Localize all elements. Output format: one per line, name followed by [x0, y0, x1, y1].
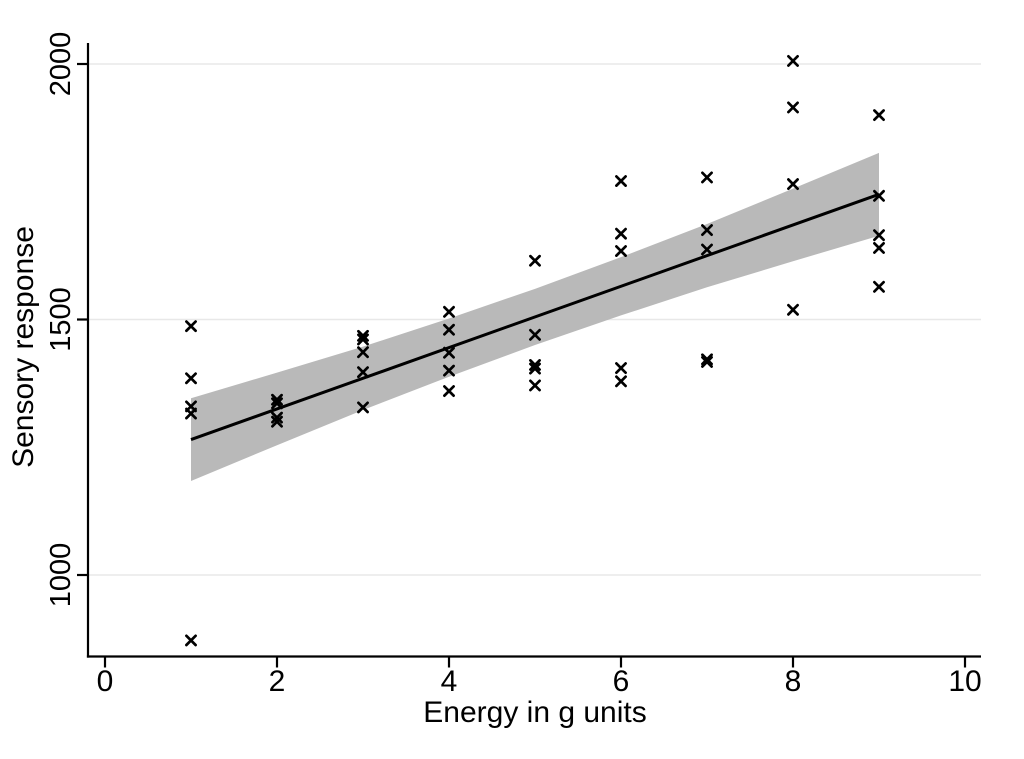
data-point-x1 [185, 407, 197, 420]
data-point-x6 [615, 227, 627, 240]
data-point-x4 [443, 305, 455, 318]
x-tick-label: 4 [441, 665, 458, 698]
y-axis-title: Sensory response [7, 226, 40, 468]
data-point-x1 [185, 372, 197, 385]
fit-line [190, 192, 880, 441]
x-tick-label: 0 [97, 665, 114, 698]
data-point-x7 [701, 171, 713, 184]
data-point-x8 [787, 101, 799, 114]
fit-line-layer [190, 192, 880, 441]
data-point-x3 [357, 333, 369, 346]
y-tick-label: 1500 [45, 287, 77, 352]
x-tick-label: 2 [269, 665, 286, 698]
data-point-x2 [271, 415, 283, 428]
data-point-x7 [701, 353, 713, 366]
data-point-x9 [873, 109, 885, 122]
data-point-x2 [271, 393, 283, 406]
data-point-x8 [787, 178, 799, 191]
data-point-x7 [701, 355, 713, 368]
data-point-x9 [873, 229, 885, 242]
data-point-x2 [271, 411, 283, 424]
data-point-x6 [615, 362, 627, 374]
data-point-x4 [443, 346, 455, 359]
data-point-x3 [357, 366, 369, 379]
data-point-x7 [701, 224, 713, 237]
scatter-points [185, 54, 885, 647]
data-point-x8 [787, 303, 799, 316]
data-point-x7 [701, 243, 713, 256]
data-point-x6 [615, 375, 627, 388]
data-point-x1 [185, 320, 197, 333]
data-point-x5 [529, 328, 541, 341]
data-point-x4 [443, 385, 455, 397]
data-point-x5 [529, 379, 541, 392]
data-point-x6 [615, 245, 627, 257]
data-point-x5 [529, 359, 541, 371]
data-point-x5 [529, 254, 541, 267]
x-axis-title: Energy in g units [423, 696, 646, 729]
y-tick-label: 2000 [45, 32, 77, 97]
data-point-x8 [787, 54, 799, 67]
axes: 1000 1500 2000 0 2 4 6 8 10 [45, 32, 982, 698]
x-tick-label: 8 [785, 665, 802, 698]
data-point-x3 [357, 329, 369, 342]
data-point-x9 [873, 189, 885, 202]
x-tick-label: 10 [948, 665, 981, 698]
data-point-x3 [357, 346, 369, 359]
data-point-x9 [873, 280, 885, 293]
data-point-x9 [873, 242, 885, 254]
data-point-x3 [357, 401, 369, 414]
data-point-x6 [615, 175, 627, 187]
y-tick-label: 1000 [45, 543, 77, 608]
x-tick-label: 6 [613, 665, 630, 698]
data-point-x2 [271, 397, 283, 410]
data-point-x5 [529, 362, 541, 375]
data-point-x4 [443, 364, 455, 377]
data-point-x1 [185, 634, 197, 647]
data-point-x4 [443, 323, 455, 336]
